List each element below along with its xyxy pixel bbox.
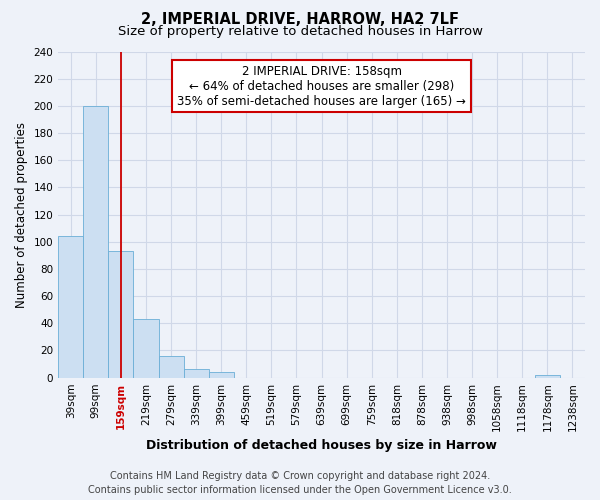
Text: Contains HM Land Registry data © Crown copyright and database right 2024.
Contai: Contains HM Land Registry data © Crown c… — [88, 471, 512, 495]
Text: Size of property relative to detached houses in Harrow: Size of property relative to detached ho… — [118, 25, 482, 38]
X-axis label: Distribution of detached houses by size in Harrow: Distribution of detached houses by size … — [146, 440, 497, 452]
Bar — [109, 251, 133, 378]
Text: 2 IMPERIAL DRIVE: 158sqm
← 64% of detached houses are smaller (298)
35% of semi-: 2 IMPERIAL DRIVE: 158sqm ← 64% of detach… — [177, 64, 466, 108]
Y-axis label: Number of detached properties: Number of detached properties — [15, 122, 28, 308]
Bar — [184, 370, 209, 378]
Bar — [209, 372, 234, 378]
Bar — [133, 319, 158, 378]
Bar — [83, 106, 109, 378]
Bar — [535, 375, 560, 378]
Text: 2, IMPERIAL DRIVE, HARROW, HA2 7LF: 2, IMPERIAL DRIVE, HARROW, HA2 7LF — [141, 12, 459, 28]
Bar — [58, 236, 83, 378]
Bar — [158, 356, 184, 378]
